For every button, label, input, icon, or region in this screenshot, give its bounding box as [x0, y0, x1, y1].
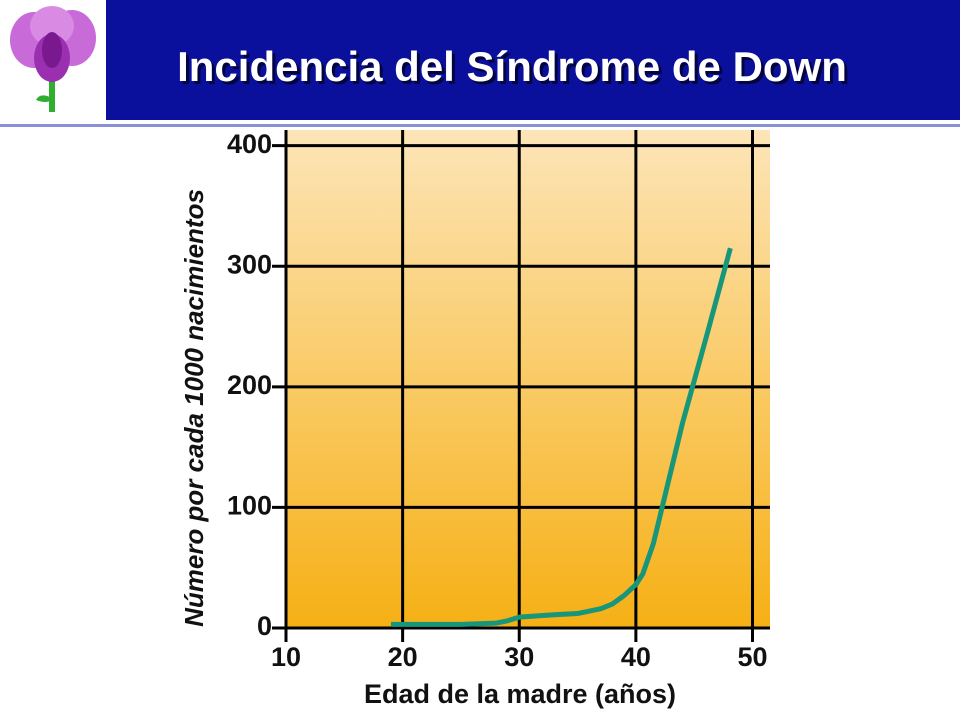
y-axis-label: Número por cada 1000 nacimientos	[179, 189, 209, 627]
header-rule	[0, 124, 960, 127]
plot-area	[286, 130, 770, 628]
y-tick-label: 400	[227, 129, 272, 159]
title-shadow: Incidencia del Síndrome de Down	[180, 46, 850, 93]
data-line	[390, 247, 733, 627]
y-tick-label: 300	[227, 249, 272, 279]
y-tick-label: 0	[257, 611, 272, 641]
x-tick-label: 40	[621, 642, 651, 672]
chart-title: Incidencia del Síndrome de Down	[177, 43, 847, 90]
header-bar	[106, 0, 960, 120]
flower-logo	[10, 6, 96, 112]
x-tick-label: 10	[271, 642, 301, 672]
x-tick-label: 20	[388, 642, 418, 672]
y-tick-label: 100	[227, 491, 272, 521]
x-tick-label: 50	[737, 642, 767, 672]
x-axis-label: Edad de la madre (años)	[364, 679, 676, 709]
x-tick-label: 30	[504, 642, 534, 672]
y-tick-label: 200	[227, 370, 272, 400]
